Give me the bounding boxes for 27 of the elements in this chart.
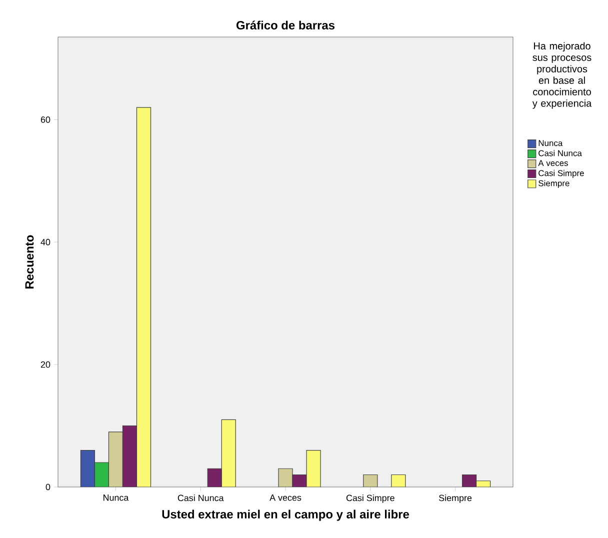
x-axis-title: Usted extrae miel en el campo y al aire libre [162, 510, 409, 521]
legend-label: Siempre [538, 180, 570, 188]
legend-label: A veces [538, 160, 568, 166]
y-tick-label: 40 [40, 238, 50, 246]
x-tick-label: Siempre [438, 494, 472, 503]
legend-label: Nunca [538, 140, 563, 146]
x-tick-label: A veces [270, 494, 302, 501]
y-tick-label: 0 [46, 484, 50, 490]
bar [391, 474, 406, 487]
legend-title: Ha mejorado sus procesos productivos en base al conocimiento y experiencia [532, 42, 592, 109]
bar [306, 450, 321, 487]
y-tick-label: 20 [40, 361, 50, 368]
x-tick-label: Casi Nunca [178, 494, 224, 502]
legend-label: Casi Simpre [538, 170, 584, 178]
bar [136, 107, 152, 487]
legend-label: Casi Nunca [538, 150, 582, 156]
bar [363, 474, 378, 487]
y-tick-label: 60 [40, 116, 50, 123]
x-tick-label: Nunca [104, 494, 129, 501]
bar [122, 425, 138, 487]
bar [207, 468, 222, 487]
chart-title: Gráfico de barras [236, 20, 334, 30]
x-tick-label: Casi Simpre [346, 494, 394, 503]
bar [108, 432, 124, 487]
y-axis-title: Recuento [25, 235, 34, 288]
bar [221, 419, 236, 487]
bar [462, 474, 477, 487]
